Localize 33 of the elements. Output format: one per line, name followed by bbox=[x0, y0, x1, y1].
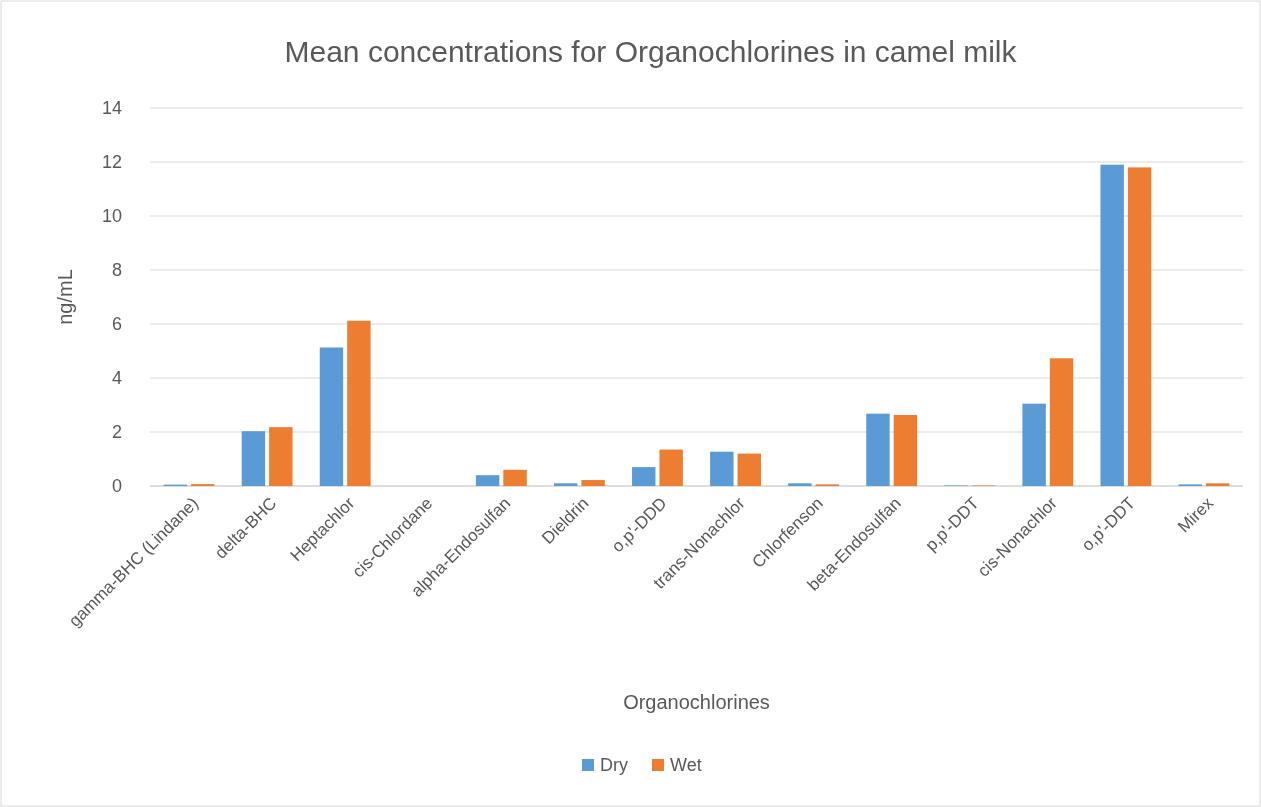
y-tick-label: 2 bbox=[111, 422, 122, 443]
bar bbox=[632, 467, 656, 486]
bar bbox=[659, 449, 683, 486]
bar bbox=[319, 347, 344, 486]
y-tick-label: 0 bbox=[111, 476, 122, 497]
y-axis-title: ng/mL bbox=[54, 269, 76, 325]
legend-label: Dry bbox=[600, 755, 628, 775]
bar bbox=[1049, 358, 1074, 486]
bar bbox=[1100, 164, 1124, 486]
y-tick-label: 4 bbox=[111, 368, 122, 389]
bar bbox=[866, 413, 890, 486]
bar bbox=[893, 414, 918, 486]
bar bbox=[269, 427, 293, 486]
y-tick-label: 6 bbox=[111, 314, 122, 335]
bar bbox=[581, 480, 605, 486]
x-axis-title: Organochlorines bbox=[623, 691, 770, 713]
y-tick-label: 12 bbox=[101, 152, 122, 173]
legend-label: Wet bbox=[670, 755, 702, 775]
chart-title: Mean concentrations for Organochlorines in camel milk bbox=[284, 35, 1018, 68]
y-tick-label: 8 bbox=[111, 260, 122, 281]
bar bbox=[710, 451, 734, 486]
bar bbox=[1205, 483, 1230, 486]
bar bbox=[553, 483, 578, 486]
y-tick-label: 10 bbox=[101, 206, 122, 227]
bar bbox=[788, 483, 812, 486]
bar bbox=[475, 475, 500, 486]
bar bbox=[1022, 403, 1046, 486]
bar bbox=[241, 431, 266, 486]
y-tick-label: 14 bbox=[101, 98, 122, 119]
bar bbox=[347, 320, 371, 486]
bar bbox=[503, 469, 527, 486]
bar bbox=[1127, 167, 1152, 486]
bar bbox=[737, 453, 761, 486]
